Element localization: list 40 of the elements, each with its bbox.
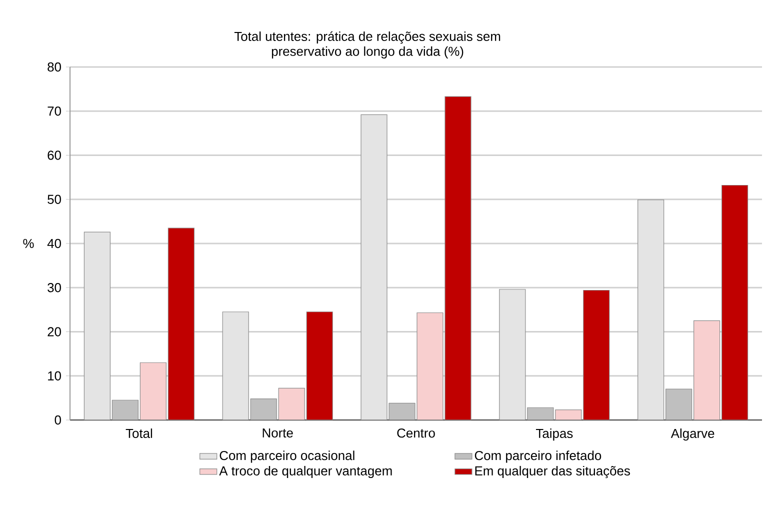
y-axis-title: % <box>23 238 34 248</box>
bar <box>499 289 526 420</box>
bar <box>250 398 277 420</box>
chart-title: Total utentes: prática de relações sexuais sem preservativo ao longo da vida (%) <box>234 31 500 58</box>
y-tick-label: 10 <box>48 371 61 380</box>
bar <box>416 312 444 420</box>
bar <box>360 114 388 420</box>
y-tick-label: 50 <box>48 194 61 204</box>
bar <box>140 362 167 420</box>
y-tick-label: 70 <box>48 106 61 116</box>
legend-label: Com parceiro ocasional <box>220 450 354 463</box>
bar <box>168 228 194 420</box>
bar <box>222 312 249 420</box>
x-tick-label: Centro <box>397 428 435 438</box>
bar <box>278 388 305 420</box>
y-tick-label: 30 <box>48 283 61 292</box>
legend-label: Com parceiro infetado <box>474 450 602 463</box>
legend-label: Em qualquer das situações <box>475 466 630 478</box>
bar <box>388 402 416 420</box>
bar <box>666 388 692 420</box>
bar <box>555 410 582 420</box>
y-tick-label: 60 <box>48 150 61 160</box>
x-tick-label: Total <box>126 428 152 438</box>
x-tick-label: Norte <box>262 428 293 438</box>
y-tick-label: 40 <box>47 238 61 248</box>
bar <box>444 96 472 420</box>
bar <box>112 400 139 420</box>
x-tick-label: Taipas <box>536 428 573 441</box>
legend-label: A troco de qualquer vantagem <box>219 466 392 478</box>
x-tick-label: Algarve <box>670 428 714 441</box>
bar <box>721 184 748 420</box>
bar <box>306 312 333 420</box>
y-tick-label: 0 <box>54 415 61 425</box>
y-tick-label: 80 <box>48 62 61 72</box>
y-tick-label: 20 <box>48 327 61 336</box>
bar <box>583 290 610 420</box>
bar <box>638 200 664 420</box>
bar <box>84 232 111 420</box>
bar <box>527 408 554 420</box>
bar <box>694 320 720 420</box>
